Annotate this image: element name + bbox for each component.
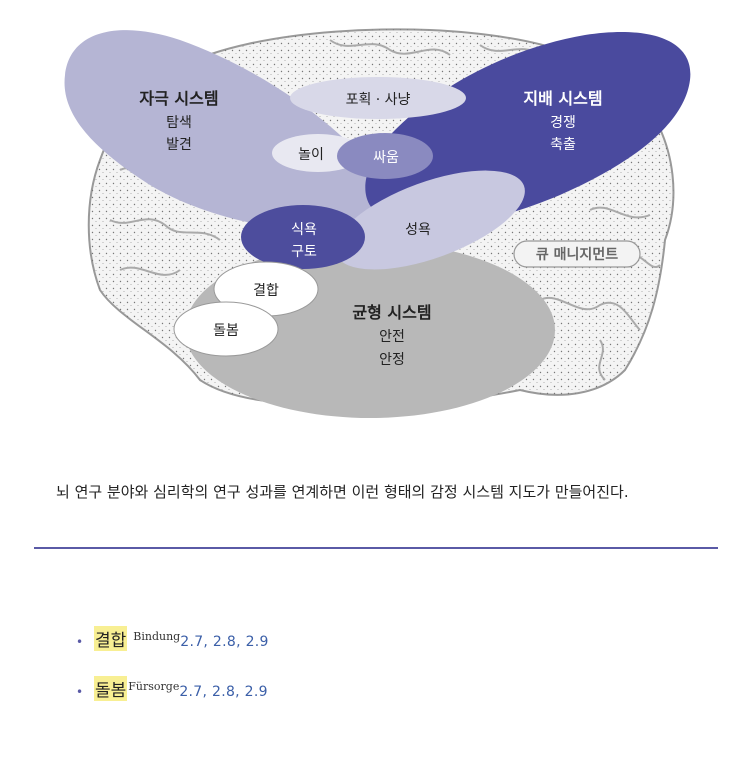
fight-label: 싸움	[373, 150, 399, 166]
german-term: Fürsorge	[128, 680, 180, 693]
sex-ellipse	[335, 170, 525, 270]
stimulus-system-ellipse	[64, 30, 380, 231]
dominance-system-title: 지배 시스템	[523, 89, 602, 108]
care-ellipse	[173, 301, 279, 357]
bullet-icon: •	[76, 685, 84, 699]
caption-divider	[34, 547, 718, 549]
balance-item-stability: 안정	[379, 352, 405, 368]
emotion-systems-diagram: 큐 매니지먼트 자극 시스템 탐색 발견 지배 시스템 경쟁 축출 균형 시스템…	[64, 28, 691, 418]
list-item: • 돌봄 Fürsorge 2.7, 2.8, 2.9	[76, 676, 269, 726]
balance-system-title: 균형 시스템	[352, 303, 431, 322]
q-management-label: 큐 매니지먼트	[536, 246, 618, 263]
bullet-icon: •	[76, 635, 84, 649]
section-refs-link[interactable]: 2.7, 2.8, 2.9	[179, 684, 268, 700]
bond-label: 결합	[253, 283, 279, 299]
dominance-item-compete: 경쟁	[550, 115, 576, 131]
care-label: 돌봄	[213, 323, 239, 339]
stimulus-item-discover: 발견	[166, 137, 192, 153]
stimulus-item-explore: 탐색	[166, 115, 192, 131]
dominance-item-expel: 축출	[550, 137, 576, 153]
q-management-tag: 큐 매니지먼트	[513, 240, 641, 268]
german-term: Bindung	[133, 630, 181, 643]
stimulus-system-title: 자극 시스템	[139, 89, 218, 108]
term-highlight: 결합	[94, 626, 128, 651]
balance-item-safety: 안전	[379, 329, 405, 345]
food-label-1: 식욕	[291, 222, 317, 238]
hunt-label: 포획 · 사냥	[346, 92, 411, 108]
food-ellipse	[241, 205, 365, 269]
term-list: • 결합 Bindung 2.7, 2.8, 2.9 • 돌봄 Fürsorge…	[76, 626, 269, 726]
hunt-ellipse	[290, 77, 466, 119]
section-refs-link[interactable]: 2.7, 2.8, 2.9	[180, 634, 269, 650]
list-item: • 결합 Bindung 2.7, 2.8, 2.9	[76, 626, 269, 676]
food-label-2: 구토	[291, 244, 317, 260]
sex-label: 성욕	[405, 222, 431, 238]
term-highlight: 돌봄	[94, 676, 128, 701]
play-label: 놀이	[298, 147, 324, 163]
fight-ellipse	[337, 133, 433, 179]
figure-caption: 뇌 연구 분야와 심리학의 연구 성과를 연계하면 이런 형태의 감정 시스템 …	[56, 483, 629, 501]
